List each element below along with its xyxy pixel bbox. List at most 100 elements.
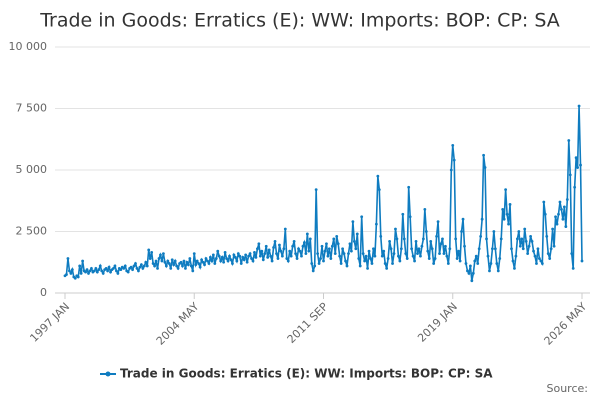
point [269, 254, 273, 258]
point [179, 260, 183, 264]
point [225, 257, 228, 260]
point [408, 215, 412, 219]
point [210, 259, 214, 263]
point [307, 249, 311, 253]
point [154, 259, 158, 263]
point [430, 247, 434, 251]
point [222, 260, 226, 264]
point [201, 260, 205, 264]
point [297, 247, 300, 251]
point [392, 252, 396, 256]
point [358, 264, 362, 268]
point [286, 259, 290, 263]
x-tick-label: 1997 JAN [27, 300, 72, 345]
point [448, 247, 452, 251]
point [513, 267, 516, 270]
series-line [64, 106, 583, 281]
point [188, 257, 192, 260]
point [209, 255, 212, 259]
point [429, 239, 433, 243]
point [565, 198, 569, 201]
point [468, 264, 472, 268]
point [267, 248, 271, 252]
point [278, 243, 281, 247]
point [216, 249, 220, 253]
point [501, 207, 505, 211]
point [266, 255, 270, 259]
point [311, 269, 315, 273]
point [467, 271, 471, 275]
point [276, 257, 280, 260]
point [203, 263, 206, 267]
point [251, 259, 255, 263]
point [223, 251, 227, 254]
point [238, 254, 242, 258]
point [411, 254, 415, 258]
point [529, 235, 532, 238]
point [279, 249, 283, 253]
x-tick-label: 2026 MAY [542, 300, 590, 348]
point [471, 271, 475, 275]
point [73, 276, 77, 280]
point [421, 237, 425, 241]
point [129, 265, 133, 269]
point [197, 262, 201, 265]
legend-text: Trade in Goods: Erratics (E): WW: Import… [120, 367, 493, 381]
point [426, 249, 430, 253]
point [90, 267, 93, 270]
point [401, 212, 405, 216]
x-tick-label: 2019 JAN [415, 300, 460, 345]
point [345, 264, 349, 268]
point [166, 259, 170, 263]
point [285, 257, 289, 260]
point [394, 227, 397, 231]
point [113, 264, 117, 268]
point [370, 262, 374, 265]
point [485, 237, 488, 241]
point [527, 244, 531, 248]
point [457, 249, 461, 253]
point [250, 257, 253, 260]
point [398, 259, 402, 263]
point [388, 239, 391, 243]
point [211, 253, 215, 257]
point [69, 271, 73, 275]
point [510, 247, 513, 251]
point [116, 271, 120, 275]
point [470, 279, 474, 283]
point [191, 269, 195, 273]
point [173, 259, 177, 263]
point [241, 255, 245, 259]
point [464, 262, 468, 265]
point [135, 267, 139, 270]
point [207, 262, 211, 265]
point [439, 242, 443, 246]
point [272, 246, 275, 249]
point [520, 237, 524, 241]
point [482, 153, 485, 157]
point [489, 262, 493, 265]
point [329, 257, 333, 260]
point [363, 259, 367, 263]
point [436, 220, 440, 224]
point [532, 249, 535, 253]
point [186, 263, 190, 267]
point [461, 217, 465, 221]
chart-title: Trade in Goods: Erratics (E): WW: Import… [39, 10, 560, 32]
point [301, 244, 305, 248]
point [104, 267, 108, 270]
point [433, 257, 437, 260]
point [88, 269, 92, 273]
point [142, 264, 146, 268]
point [270, 259, 274, 263]
point [404, 252, 408, 256]
point [109, 270, 112, 274]
point [137, 269, 140, 273]
point [233, 255, 237, 259]
point [139, 263, 143, 267]
point [150, 251, 154, 254]
point [364, 254, 368, 258]
point [380, 254, 384, 258]
point [458, 259, 462, 263]
point [341, 247, 344, 251]
